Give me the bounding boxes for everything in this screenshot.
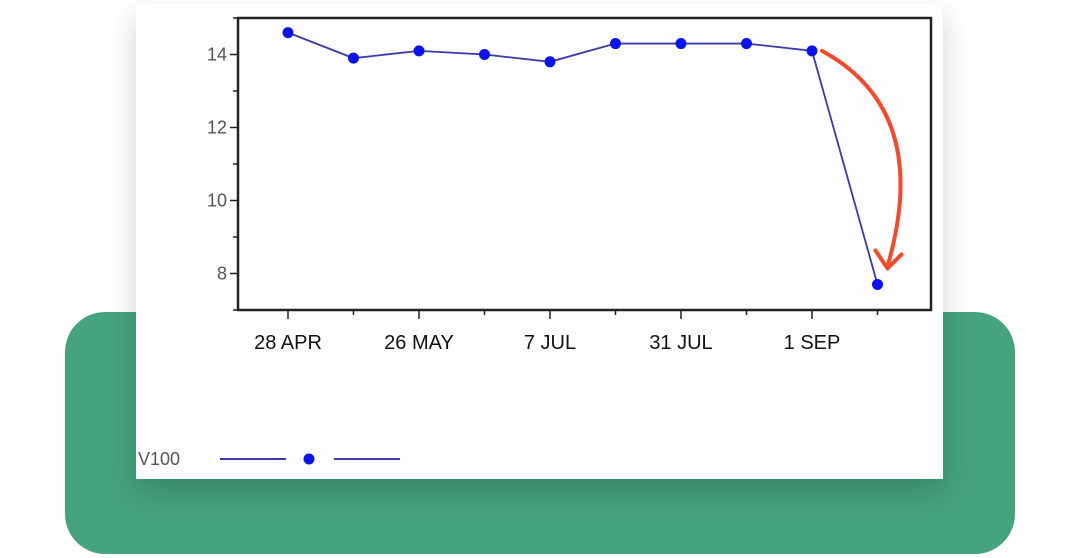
legend-marker	[303, 453, 315, 465]
axes	[236, 16, 933, 312]
x-tick-label: 28 APR	[254, 332, 322, 354]
data-point	[413, 45, 425, 57]
series-line	[287, 31, 879, 285]
y-tick-label: 8	[217, 264, 227, 284]
y-axis-ticks: 8 10 12 14	[207, 17, 238, 311]
arrow-head	[873, 248, 904, 271]
x-tick-label: 7 JUL	[524, 332, 576, 354]
data-point	[544, 56, 556, 68]
x-axis-ticks: 28 APR 26 MAY 7 JUL 31 JUL 1 SEP	[254, 310, 879, 354]
x-tick-label: 26 MAY	[384, 332, 454, 354]
data-point	[348, 52, 359, 64]
data-point	[806, 45, 818, 57]
legend: V100	[138, 449, 400, 469]
annotation-arrow	[820, 48, 904, 271]
data-point	[479, 49, 490, 60]
data-point	[675, 38, 687, 50]
y-tick-label: 12	[207, 118, 227, 138]
series-v100	[282, 27, 883, 290]
y-tick-label: 14	[207, 45, 227, 65]
chart-card: 8 10 12 14 28 APR 26 MAY 7 JUL 31 JUL 1 SEP V10…	[136, 4, 943, 479]
data-point	[282, 27, 294, 39]
x-tick-label: 1 SEP	[784, 332, 841, 354]
legend-label: V100	[138, 449, 180, 469]
arrow-curve	[820, 48, 903, 269]
y-tick-label: 10	[207, 191, 227, 211]
plot-frame	[236, 16, 933, 312]
line-chart: 8 10 12 14 28 APR 26 MAY 7 JUL 31 JUL 1 SEP V10…	[138, 16, 933, 469]
data-point	[610, 38, 621, 50]
data-point	[872, 278, 883, 290]
x-tick-label: 31 JUL	[649, 332, 712, 354]
data-point	[741, 38, 752, 50]
